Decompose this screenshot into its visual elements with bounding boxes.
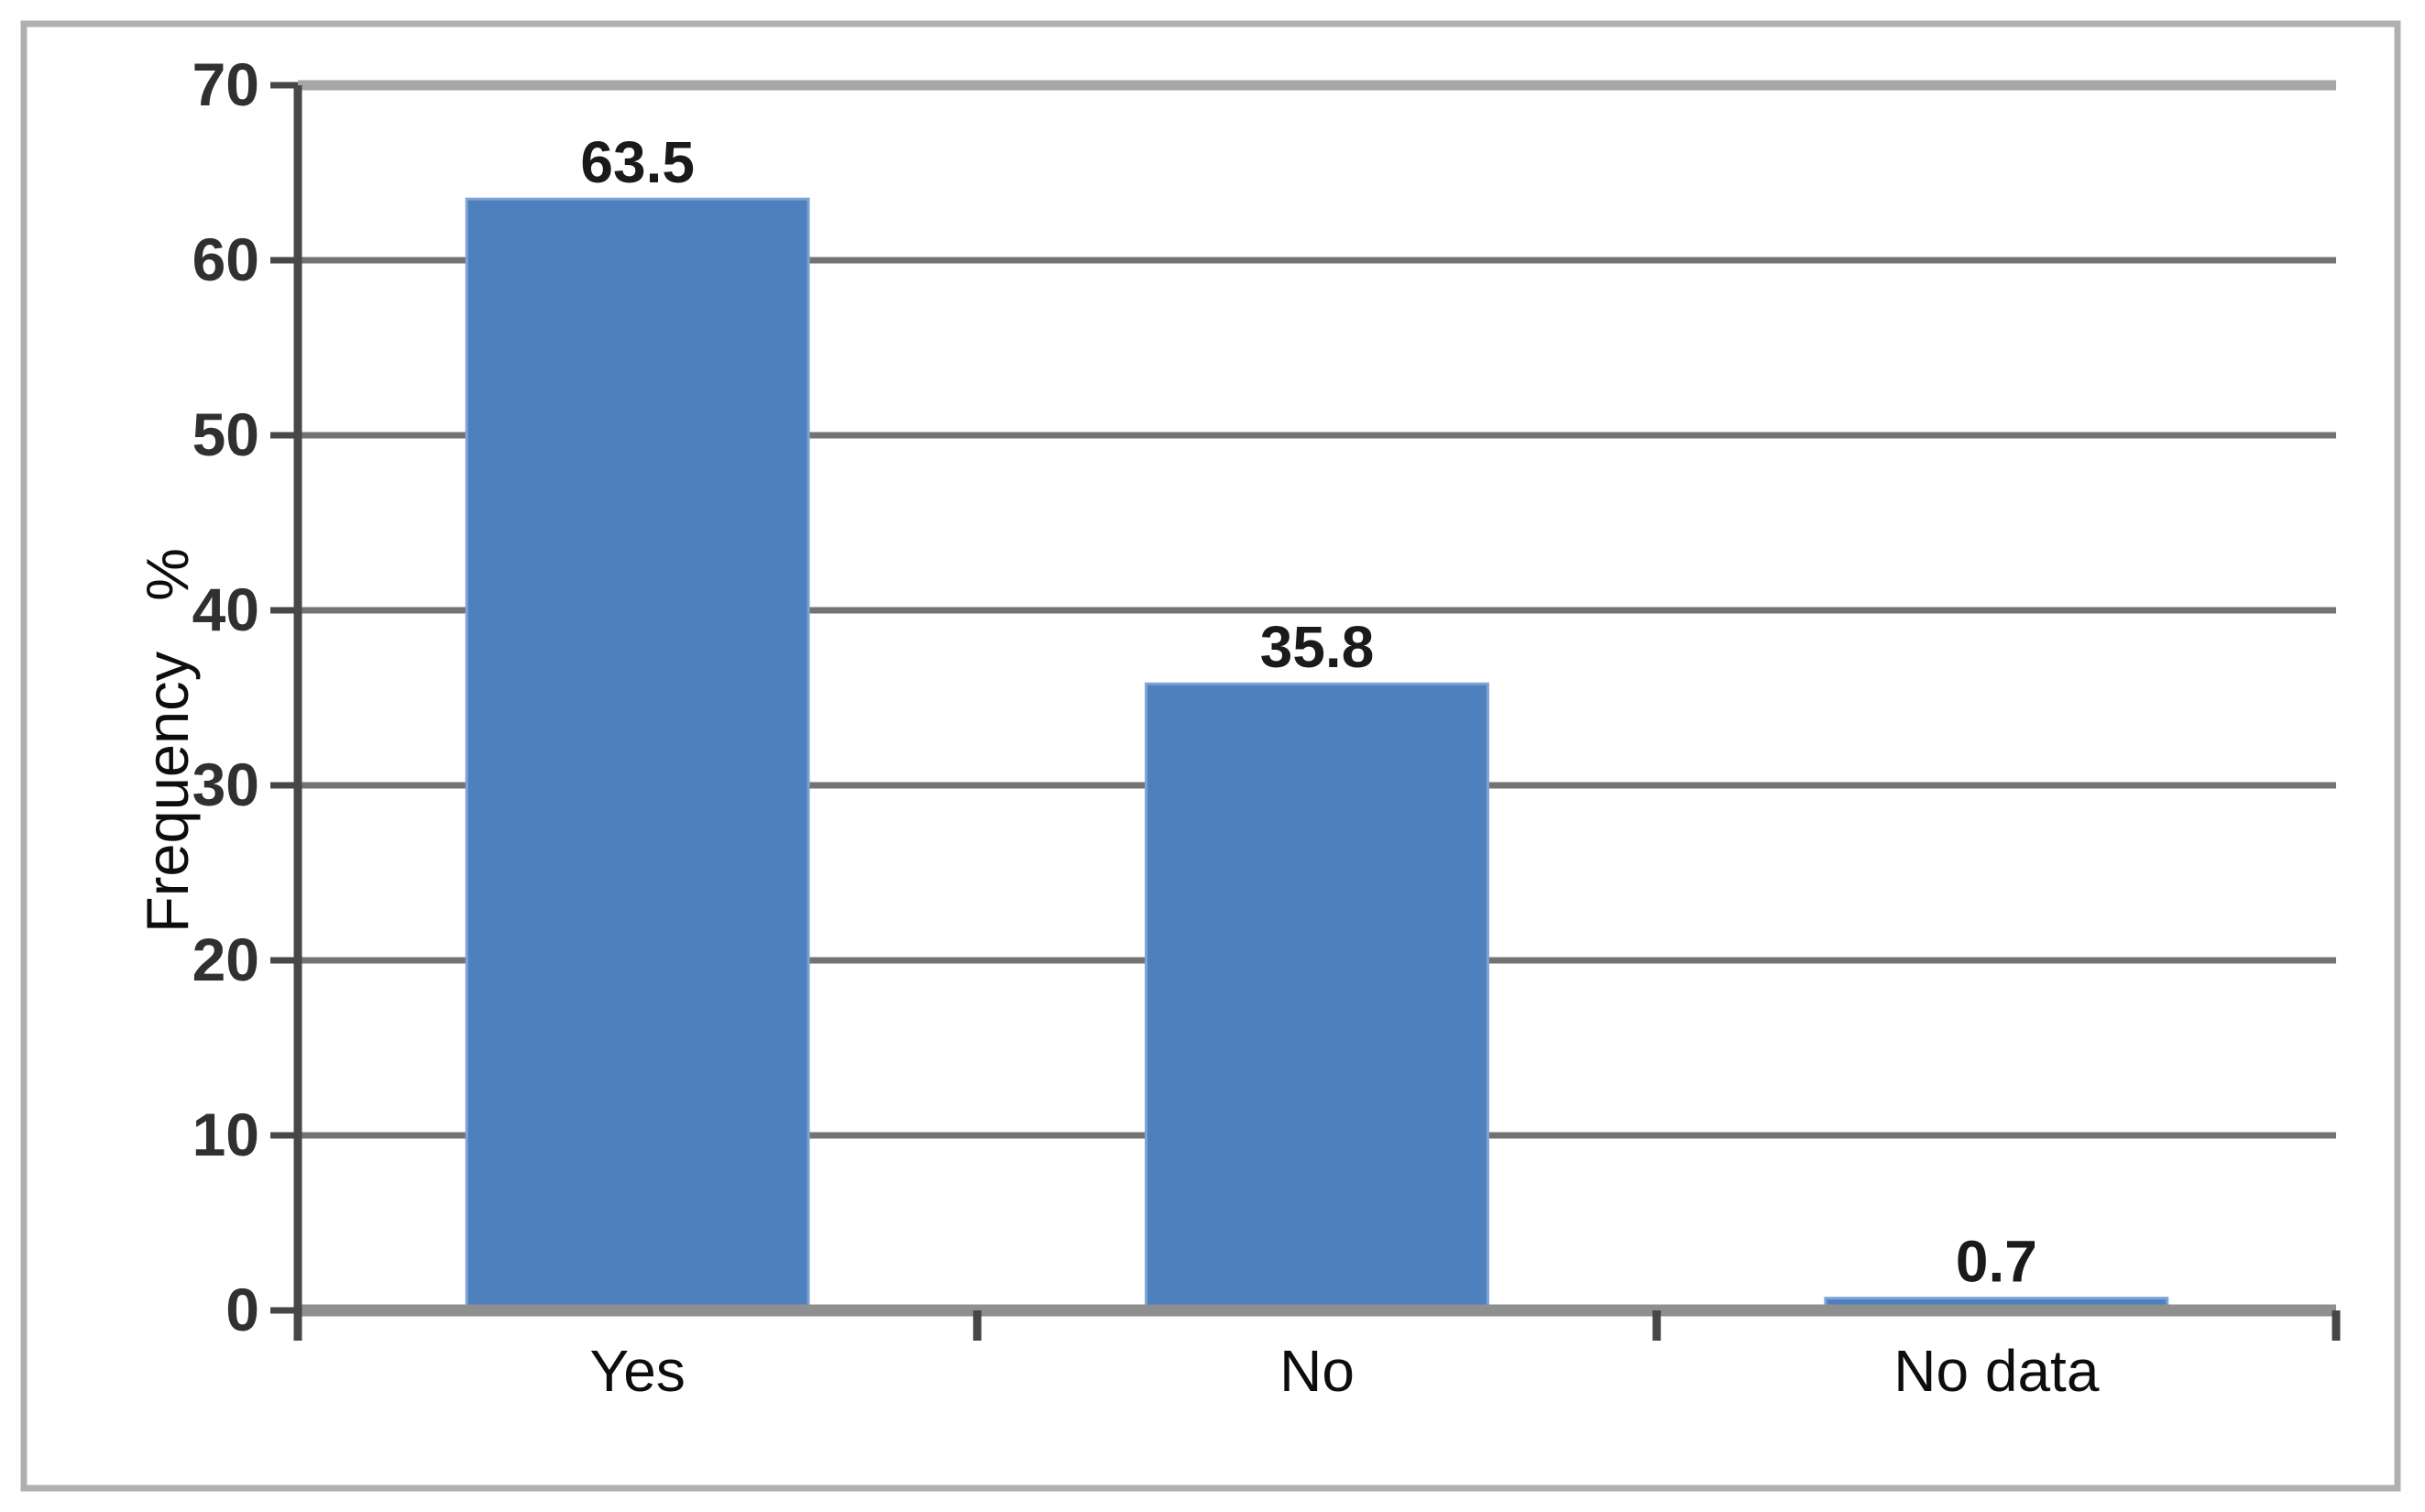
y-tick-label-50: 50 <box>192 400 259 468</box>
category-label-yes: Yes <box>589 1338 685 1404</box>
data-label-no-data: 0.7 <box>1956 1229 2037 1295</box>
y-tick-label-70: 70 <box>192 50 259 118</box>
y-tick-label-60: 60 <box>192 225 259 293</box>
bar-yes <box>465 197 810 1312</box>
y-tick-label-10: 10 <box>192 1101 259 1168</box>
data-label-yes: 63.5 <box>580 129 695 195</box>
bar-no <box>1145 682 1489 1312</box>
y-tick-label-20: 20 <box>192 926 259 993</box>
y-tick-label-40: 40 <box>192 575 259 643</box>
data-label-no: 35.8 <box>1260 614 1375 680</box>
y-axis-title: Frequency% <box>134 548 201 933</box>
category-label-no-data: No data <box>1893 1338 2100 1404</box>
category-label-no: No <box>1279 1338 1355 1404</box>
y-tick-label-0: 0 <box>225 1276 259 1343</box>
y-tick-label-30: 30 <box>192 751 259 818</box>
